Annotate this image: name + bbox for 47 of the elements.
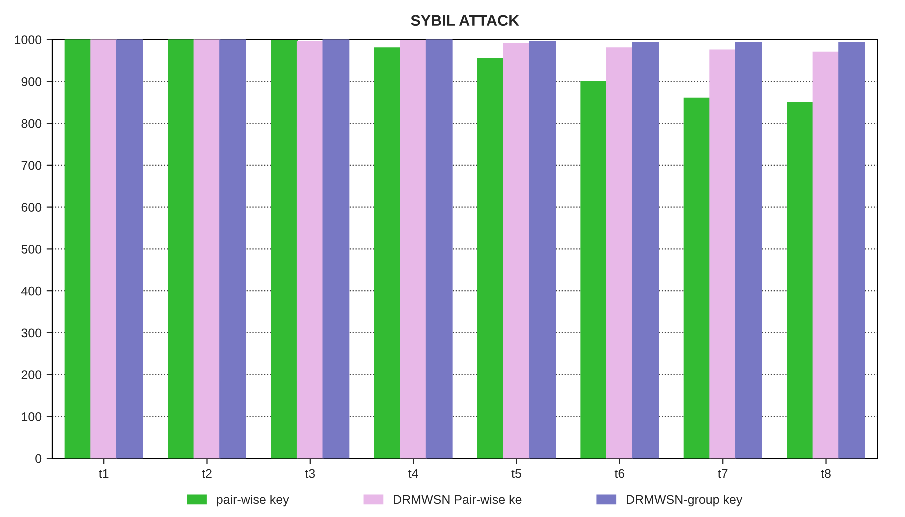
y-tick-label: 800 <box>22 119 42 128</box>
bar <box>426 40 453 459</box>
bar <box>710 50 737 459</box>
bar <box>400 40 428 459</box>
bar <box>374 48 402 459</box>
x-tick-label: t6 <box>614 469 625 478</box>
bar <box>632 42 660 459</box>
y-tick-label: 200 <box>22 370 42 380</box>
bar <box>64 40 92 459</box>
bar <box>812 52 840 459</box>
bar <box>787 102 814 459</box>
bar <box>478 58 504 459</box>
y-tick-label: 0 <box>36 454 42 464</box>
bar <box>194 40 221 459</box>
x-tick-label: t2 <box>202 469 212 478</box>
x-tick-label: t3 <box>305 469 316 478</box>
y-tick-label: 700 <box>22 161 42 170</box>
bar <box>606 48 634 459</box>
y-tick-label: 600 <box>22 203 42 212</box>
bar <box>296 41 324 459</box>
bar <box>580 81 608 459</box>
x-tick-label: t8 <box>821 469 831 478</box>
legend-label: DRMWSN-group key <box>627 494 743 507</box>
bar <box>838 42 866 459</box>
bar <box>116 40 144 459</box>
y-tick-label: 1000 <box>15 36 42 44</box>
bar <box>322 40 350 459</box>
bar <box>503 43 530 459</box>
bar <box>529 41 556 459</box>
x-tick-label: t1 <box>99 469 109 478</box>
bar <box>168 40 195 459</box>
y-tick-label: 900 <box>22 77 42 86</box>
bar <box>220 40 246 459</box>
y-tick-label: 100 <box>22 412 42 422</box>
y-tick-label: 300 <box>22 328 42 338</box>
bar <box>271 40 298 459</box>
bar <box>735 42 762 459</box>
x-tick-label: t5 <box>512 469 522 478</box>
legend-label: DRMWSN Pair-wise ke <box>394 494 522 504</box>
legend-label: pair-wise key <box>217 494 290 507</box>
bar <box>684 98 711 459</box>
chart-title: SYBIL ATTACK <box>411 15 520 26</box>
x-tick-label: t7 <box>718 469 728 478</box>
bar <box>90 40 118 459</box>
y-tick-label: 400 <box>22 286 42 296</box>
y-tick-label: 500 <box>22 244 42 254</box>
x-tick-label: t4 <box>408 469 418 478</box>
